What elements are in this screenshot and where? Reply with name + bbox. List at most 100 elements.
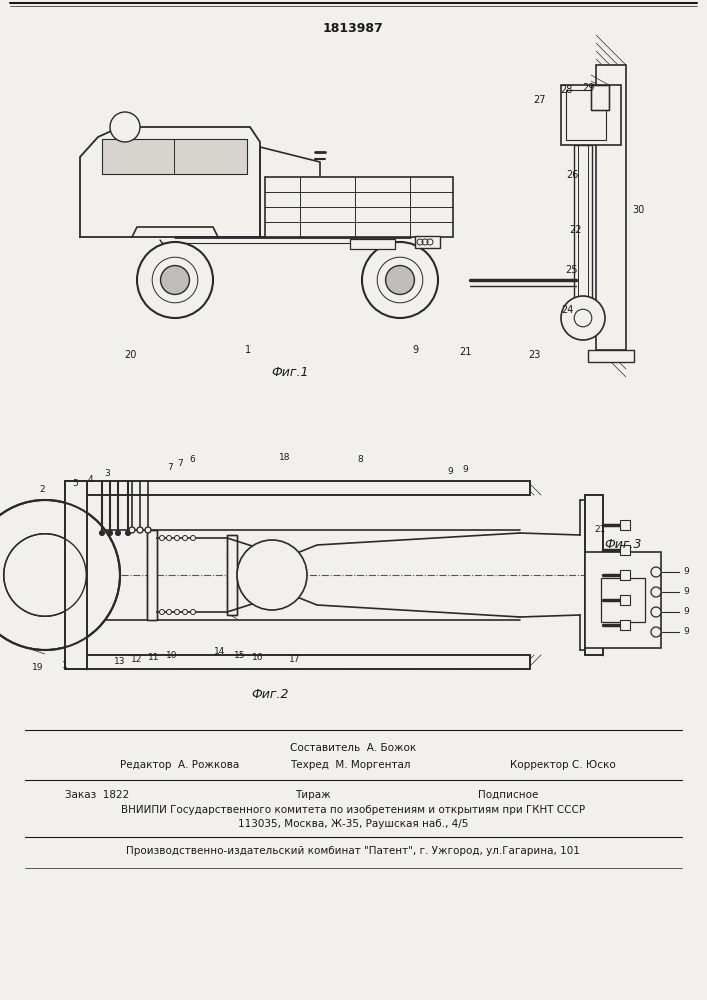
Bar — [574, 145, 592, 320]
Text: 9: 9 — [683, 587, 689, 596]
Text: 12: 12 — [132, 654, 143, 664]
Bar — [561, 85, 621, 145]
Text: 13: 13 — [115, 656, 126, 666]
Text: 28: 28 — [560, 85, 572, 95]
Text: 6: 6 — [189, 456, 195, 464]
Bar — [585, 495, 603, 655]
Circle shape — [107, 530, 112, 536]
Text: 17: 17 — [289, 654, 300, 664]
Bar — [0, 500, 45, 650]
Text: Техред  М. Моргентал: Техред М. Моргентал — [290, 760, 411, 770]
Bar — [147, 530, 157, 620]
Bar — [65, 481, 87, 669]
Circle shape — [385, 266, 414, 294]
Circle shape — [167, 609, 172, 614]
Text: 20: 20 — [124, 350, 136, 360]
Circle shape — [100, 530, 105, 536]
Circle shape — [126, 530, 131, 536]
Text: ВНИИПИ Государственного комитета по изобретениям и открытиям при ГКНТ СССР: ВНИИПИ Государственного комитета по изоб… — [121, 805, 585, 815]
Circle shape — [160, 609, 165, 614]
Bar — [620, 595, 630, 605]
Circle shape — [175, 609, 180, 614]
Bar — [620, 520, 630, 530]
Circle shape — [160, 266, 189, 294]
Circle shape — [190, 536, 196, 540]
Bar — [620, 570, 630, 580]
Text: Фиг.1: Фиг.1 — [271, 366, 309, 379]
Text: 23: 23 — [528, 350, 540, 360]
Circle shape — [110, 112, 140, 142]
Text: 9: 9 — [683, 568, 689, 576]
Text: 1813987: 1813987 — [322, 21, 383, 34]
Text: Редактор  А. Рожкова: Редактор А. Рожкова — [120, 760, 239, 770]
Text: 9: 9 — [412, 345, 418, 355]
Bar — [591, 85, 609, 110]
Bar — [620, 620, 630, 630]
Bar — [227, 535, 237, 615]
Bar — [102, 139, 247, 174]
Circle shape — [574, 309, 592, 327]
Text: 19: 19 — [33, 662, 44, 672]
Text: 8: 8 — [357, 456, 363, 464]
Bar — [415, 236, 440, 248]
Bar — [265, 177, 453, 237]
Bar — [65, 481, 530, 495]
Circle shape — [651, 587, 661, 597]
Text: Подписное: Подписное — [478, 790, 538, 800]
Circle shape — [137, 527, 143, 533]
Text: 7: 7 — [177, 460, 183, 468]
Bar — [588, 350, 634, 362]
Circle shape — [561, 296, 605, 340]
Circle shape — [237, 540, 307, 610]
Text: 2: 2 — [39, 486, 45, 494]
Text: 3: 3 — [104, 468, 110, 478]
Bar — [591, 85, 609, 110]
Bar — [585, 552, 661, 648]
Text: 22: 22 — [568, 225, 581, 235]
Text: 26: 26 — [566, 170, 578, 180]
Circle shape — [362, 242, 438, 318]
Text: 24: 24 — [561, 305, 573, 315]
Bar — [350, 239, 395, 249]
Circle shape — [145, 527, 151, 533]
Text: 1: 1 — [245, 345, 251, 355]
Bar — [65, 655, 530, 669]
Text: 9: 9 — [447, 468, 453, 477]
Circle shape — [651, 607, 661, 617]
Text: 14: 14 — [214, 648, 226, 656]
Text: 25: 25 — [566, 265, 578, 275]
Circle shape — [115, 530, 120, 536]
Text: 4: 4 — [87, 475, 93, 484]
Text: Фиг.2: Фиг.2 — [251, 688, 288, 702]
Text: Производственно-издательский комбинат "Патент", г. Ужгород, ул.Гагарина, 101: Производственно-издательский комбинат "П… — [126, 846, 580, 856]
Circle shape — [0, 500, 120, 650]
Text: Заказ  1822: Заказ 1822 — [65, 790, 129, 800]
Bar — [566, 90, 606, 140]
Bar — [585, 495, 603, 655]
Text: Фиг.3: Фиг.3 — [604, 538, 642, 552]
Circle shape — [175, 536, 180, 540]
Text: Составитель  А. Божок: Составитель А. Божок — [290, 743, 416, 753]
Bar — [596, 65, 626, 350]
Bar — [601, 578, 645, 622]
Bar — [65, 655, 530, 669]
Text: 27: 27 — [534, 95, 547, 105]
Circle shape — [182, 609, 187, 614]
Text: 15: 15 — [234, 650, 246, 660]
Text: 9: 9 — [462, 464, 468, 474]
Text: Корректор С. Юско: Корректор С. Юско — [510, 760, 616, 770]
Bar — [65, 481, 87, 669]
Text: 18: 18 — [279, 452, 291, 462]
Text: 30: 30 — [632, 205, 644, 215]
Circle shape — [137, 242, 213, 318]
Text: 10: 10 — [166, 650, 177, 660]
Circle shape — [182, 536, 187, 540]
Text: 113035, Москва, Ж-35, Раушская наб., 4/5: 113035, Москва, Ж-35, Раушская наб., 4/5 — [238, 819, 468, 829]
Text: 21: 21 — [595, 526, 606, 534]
Circle shape — [651, 627, 661, 637]
Bar — [65, 481, 530, 495]
Circle shape — [651, 567, 661, 577]
Bar — [620, 545, 630, 555]
Circle shape — [160, 536, 165, 540]
Text: 16: 16 — [252, 652, 264, 662]
